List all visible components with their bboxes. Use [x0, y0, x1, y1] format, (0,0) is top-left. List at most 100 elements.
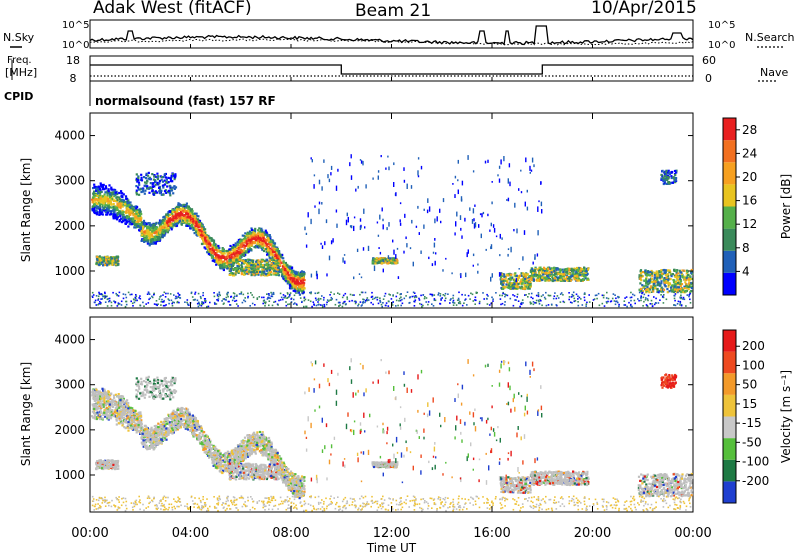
- scatter-cell: [148, 176, 152, 179]
- scatter-cell: [611, 297, 614, 300]
- scatter-cell: [355, 188, 357, 192]
- scatter-cell: [128, 222, 131, 226]
- scatter-cell: [505, 283, 508, 286]
- scatter-cell: [169, 189, 172, 192]
- scatter-cell: [255, 260, 258, 264]
- scatter-cell: [354, 302, 357, 305]
- scatter-cell: [212, 239, 215, 242]
- scatter-cell: [263, 231, 266, 234]
- scatter-cell: [265, 233, 268, 236]
- scatter-cell: [390, 260, 393, 263]
- scatter-cell: [665, 276, 668, 280]
- scatter-cell: [158, 186, 161, 189]
- scatter-cell: [98, 213, 101, 216]
- scatter-cell: [129, 209, 132, 212]
- scatter-cell: [666, 269, 670, 272]
- scatter-cell: [418, 297, 420, 300]
- scatter-cell: [144, 229, 147, 232]
- scatter-cell: [248, 230, 252, 233]
- scatter-cell: [510, 246, 512, 253]
- scatter-cell: [99, 202, 102, 206]
- scatter-cell: [204, 238, 207, 241]
- scatter-cell: [568, 267, 571, 270]
- scatter-cell: [99, 258, 102, 261]
- scatter-cell: [170, 174, 173, 177]
- scatter-cell: [232, 263, 235, 266]
- scatter-cell: [545, 275, 548, 278]
- scatter-cell: [215, 253, 218, 256]
- scatter-cell: [137, 222, 140, 225]
- scatter-cell: [353, 300, 356, 303]
- scatter-cell: [552, 270, 555, 273]
- scatter-cell: [129, 219, 132, 222]
- scatter-cell: [175, 216, 178, 219]
- scatter-cell: [538, 268, 541, 272]
- scatter-cell: [218, 258, 221, 261]
- scatter-cell: [124, 195, 128, 198]
- scatter-cell: [271, 250, 275, 253]
- scatter-cell: [100, 199, 103, 202]
- scatter-cell: [203, 246, 206, 249]
- scatter-cell: [679, 283, 682, 286]
- scatter-cell: [493, 228, 496, 233]
- scatter-cell: [95, 260, 98, 263]
- scatter-cell: [202, 226, 205, 229]
- scatter-cell: [502, 281, 505, 285]
- scatter-cell: [248, 246, 251, 250]
- scatter-cell: [163, 225, 166, 228]
- scatter-cell: [311, 159, 313, 163]
- scatter-cell: [690, 285, 693, 288]
- scatter-cell: [207, 240, 210, 243]
- scatter-cell: [261, 234, 264, 237]
- scatter-cell: [147, 237, 150, 241]
- scatter-cell: [461, 180, 464, 186]
- scatter-cell: [432, 251, 435, 254]
- scatter-cell: [262, 264, 265, 267]
- scatter-cell: [204, 239, 207, 242]
- scatter-cell: [252, 231, 256, 234]
- scatter-cell: [195, 229, 198, 232]
- scatter-cell: [541, 209, 543, 214]
- scatter-cell: [663, 279, 666, 282]
- scatter-cell: [256, 241, 259, 244]
- scatter-cell: [295, 272, 298, 275]
- scatter-cell: [258, 296, 261, 298]
- scatter-cell: [121, 211, 124, 214]
- scatter-cell: [535, 278, 538, 281]
- scatter-cell: [187, 222, 191, 225]
- scatter-cell: [534, 254, 536, 260]
- scatter-cell: [171, 180, 174, 183]
- scatter-cell: [174, 173, 177, 176]
- scatter-cell: [670, 273, 673, 276]
- scatter-cell: [252, 273, 255, 276]
- scatter-cell: [641, 284, 644, 287]
- scatter-cell: [162, 234, 165, 237]
- scatter-cell: [135, 224, 138, 227]
- scatter-cell: [156, 238, 159, 241]
- scatter-cell: [682, 298, 684, 300]
- scatter-cell: [665, 279, 668, 283]
- scatter-cell: [290, 271, 293, 274]
- scatter-cell: [276, 261, 279, 265]
- scatter-cell: [178, 212, 181, 215]
- scatter-cell: [278, 268, 281, 271]
- scatter-cell: [125, 208, 128, 211]
- scatter-cell: [187, 220, 190, 223]
- scatter-cell: [615, 297, 617, 300]
- scatter-cell: [683, 275, 686, 278]
- scatter-cell: [256, 260, 259, 263]
- scatter-cell: [503, 275, 506, 278]
- scatter-cell: [150, 240, 153, 243]
- scatter-cell: [184, 204, 188, 207]
- scatter-cell: [385, 167, 387, 170]
- scatter-cell: [587, 267, 590, 270]
- scatter-cell: [573, 275, 576, 278]
- scatter-cell: [530, 274, 533, 277]
- scatter-cell: [531, 269, 534, 272]
- scatter-cell: [200, 224, 203, 227]
- scatter-cell: [267, 237, 270, 240]
- scatter-cell: [321, 186, 323, 191]
- scatter-cell: [267, 267, 270, 270]
- scatter-cell: [651, 274, 654, 277]
- freq-unit-label: [MHz]: [5, 66, 38, 79]
